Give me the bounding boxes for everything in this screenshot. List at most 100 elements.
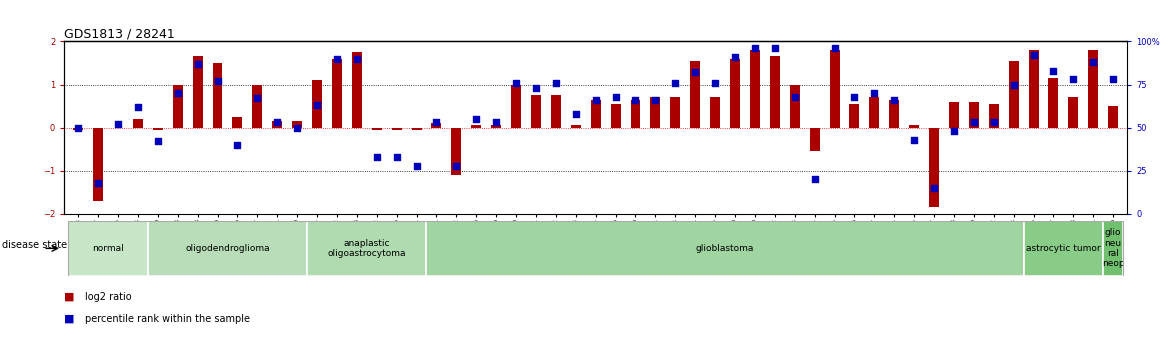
Bar xyxy=(391,128,402,130)
Bar xyxy=(352,52,362,128)
Bar xyxy=(133,119,142,128)
Point xyxy=(745,46,764,51)
Bar xyxy=(909,126,919,128)
Bar xyxy=(750,50,760,128)
Text: astrocytic tumor: astrocytic tumor xyxy=(1027,244,1100,253)
Point xyxy=(168,90,187,96)
Bar xyxy=(213,63,222,128)
Point xyxy=(307,102,326,108)
Point xyxy=(785,94,804,99)
Text: glioblastoma: glioblastoma xyxy=(696,244,755,253)
Bar xyxy=(631,100,640,128)
Point xyxy=(208,78,227,84)
Point xyxy=(109,121,127,127)
Point xyxy=(547,80,565,86)
Text: percentile rank within the sample: percentile rank within the sample xyxy=(85,314,250,324)
Point xyxy=(348,56,367,61)
Bar xyxy=(292,121,303,128)
Bar xyxy=(74,128,83,130)
Bar xyxy=(730,59,741,128)
Bar xyxy=(371,128,382,130)
Point xyxy=(467,116,486,122)
Bar xyxy=(411,128,422,130)
Bar xyxy=(512,85,521,128)
Bar xyxy=(611,104,620,128)
Bar xyxy=(451,128,461,175)
Bar xyxy=(1089,50,1098,128)
Bar xyxy=(969,102,979,128)
Point xyxy=(825,46,843,51)
Bar xyxy=(1009,61,1018,128)
Point xyxy=(267,120,286,125)
Bar xyxy=(173,85,182,128)
Point xyxy=(248,96,266,101)
Point xyxy=(1104,77,1122,82)
Text: GDS1813 / 28241: GDS1813 / 28241 xyxy=(64,27,175,40)
Text: oligodendroglioma: oligodendroglioma xyxy=(186,244,270,253)
Text: ■: ■ xyxy=(64,292,75,302)
Point xyxy=(1084,59,1103,65)
Point xyxy=(985,120,1003,125)
Bar xyxy=(431,123,442,128)
Bar xyxy=(929,128,939,207)
Bar xyxy=(312,80,322,128)
Point xyxy=(925,185,944,191)
Bar xyxy=(531,95,541,128)
Point xyxy=(188,61,207,67)
Point xyxy=(1024,52,1043,58)
Bar xyxy=(690,61,700,128)
Point xyxy=(865,90,884,96)
Bar xyxy=(790,85,800,128)
Bar xyxy=(809,128,820,151)
Bar xyxy=(68,221,148,276)
Point xyxy=(287,125,306,130)
Bar xyxy=(1049,78,1058,128)
Bar xyxy=(710,97,721,128)
Bar xyxy=(272,121,283,128)
Point xyxy=(846,94,864,99)
Text: glio
neu
ral
neop: glio neu ral neop xyxy=(1101,228,1125,268)
Point xyxy=(327,56,346,61)
Point xyxy=(1044,68,1063,73)
Bar xyxy=(889,100,899,128)
Bar xyxy=(591,100,600,128)
Point xyxy=(965,120,983,125)
Point xyxy=(626,97,645,103)
Point xyxy=(408,163,426,168)
Point xyxy=(725,54,744,60)
Bar xyxy=(148,221,307,276)
Point xyxy=(1064,77,1083,82)
Bar xyxy=(471,126,481,128)
Point xyxy=(606,94,625,99)
Text: anaplastic
oligoastrocytoma: anaplastic oligoastrocytoma xyxy=(327,239,406,258)
Point xyxy=(905,137,924,142)
Text: ■: ■ xyxy=(64,314,75,324)
Bar xyxy=(153,128,162,130)
Point xyxy=(69,125,88,130)
Point xyxy=(507,80,526,86)
Bar xyxy=(948,102,959,128)
Bar xyxy=(426,221,1023,276)
Bar xyxy=(869,97,880,128)
Point xyxy=(666,80,684,86)
Point xyxy=(128,104,147,110)
Point xyxy=(148,139,167,144)
Bar xyxy=(989,104,999,128)
Bar xyxy=(93,128,103,201)
Point xyxy=(765,46,784,51)
Bar xyxy=(492,126,501,128)
Point xyxy=(686,70,704,75)
Bar xyxy=(1104,221,1124,276)
Point xyxy=(705,80,724,86)
Point xyxy=(646,97,665,103)
Point xyxy=(1004,82,1023,87)
Text: log2 ratio: log2 ratio xyxy=(85,292,132,302)
Bar xyxy=(849,104,860,128)
Bar xyxy=(829,50,840,128)
Bar xyxy=(1069,97,1078,128)
Point xyxy=(89,180,107,186)
Bar xyxy=(1108,106,1118,128)
Bar xyxy=(670,97,680,128)
Bar xyxy=(551,95,561,128)
Bar xyxy=(252,85,263,128)
